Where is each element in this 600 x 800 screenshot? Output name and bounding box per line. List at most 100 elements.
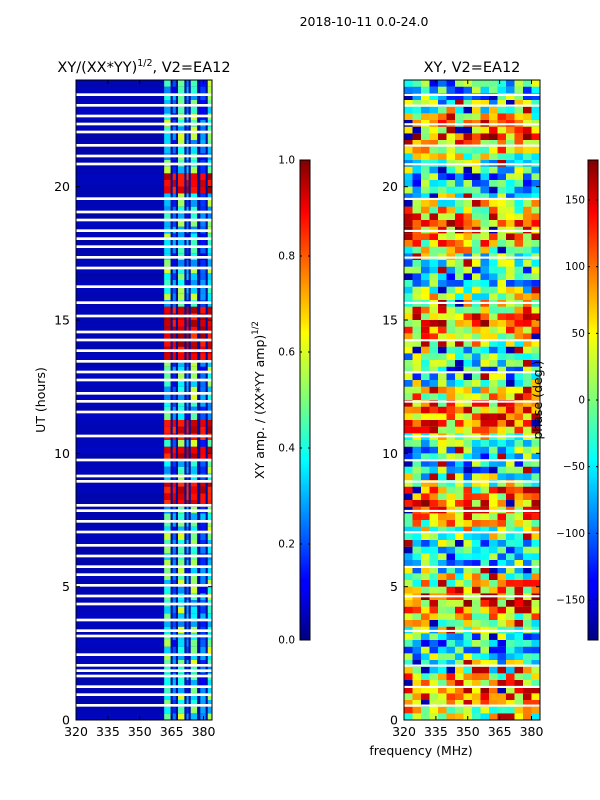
amplitude-cell	[190, 580, 198, 587]
amplitude-cell	[200, 80, 206, 87]
phase-cell	[489, 680, 498, 687]
amplitude-cell	[164, 513, 171, 520]
amplitude-cell	[200, 606, 206, 614]
phase-cell	[429, 553, 438, 560]
amplitude-cell	[172, 213, 176, 220]
phase-cell	[489, 146, 498, 154]
phase-cell	[523, 613, 532, 620]
amplitude-cell	[178, 460, 185, 467]
amplitude-cell	[200, 480, 206, 487]
amplitude-background-row	[76, 360, 164, 367]
phase-cell	[531, 566, 540, 574]
phase-cell	[455, 480, 464, 487]
phase-cell	[463, 440, 472, 447]
amplitude-flagged-row	[76, 602, 212, 606]
phase-cell	[514, 453, 523, 460]
phase-cell	[455, 573, 464, 580]
amplitude-cell	[186, 480, 189, 487]
phase-cell	[489, 466, 498, 474]
phase-cell	[523, 180, 532, 187]
phase-cell	[446, 353, 455, 360]
amplitude-cell	[186, 493, 189, 500]
phase-cell	[404, 266, 413, 274]
phase-cell	[438, 666, 447, 674]
amplitude-cell	[200, 700, 206, 707]
amplitude-cell	[207, 460, 212, 467]
amplitude-cell	[186, 280, 189, 287]
amplitude-cell	[172, 273, 176, 280]
phase-cell	[412, 493, 421, 500]
phase-cell	[455, 393, 464, 400]
amplitude-background-row	[76, 526, 164, 534]
phase-cell	[531, 100, 540, 107]
phase-cell	[446, 293, 455, 300]
phase-cell	[531, 86, 540, 94]
phase-cell	[455, 526, 464, 534]
phase-cell	[421, 586, 430, 594]
phase-cell	[455, 306, 464, 314]
phase-cell	[472, 286, 481, 294]
phase-cell	[429, 500, 438, 507]
phase-cell	[412, 566, 421, 574]
phase-cell	[412, 380, 421, 387]
phase-cell	[514, 633, 523, 640]
amplitude-cell	[190, 520, 198, 527]
phase-cell	[514, 673, 523, 680]
phase-cell	[438, 173, 447, 180]
amplitude-cell	[164, 106, 171, 114]
phase-cell	[438, 413, 447, 420]
phase-cell	[455, 633, 464, 640]
phase-cell	[412, 540, 421, 547]
phase-cell	[438, 146, 447, 154]
phase-cell	[404, 653, 413, 660]
phase-cell	[446, 373, 455, 380]
phase-flagged-row	[404, 664, 540, 667]
phase-cell	[480, 100, 489, 107]
amplitude-cell	[178, 366, 185, 374]
amplitude-cell	[172, 280, 176, 287]
phase-cell	[421, 446, 430, 454]
phase-cell	[489, 173, 498, 180]
amplitude-cell	[178, 186, 185, 194]
phase-cell	[531, 106, 540, 114]
amplitude-cell	[186, 466, 189, 474]
phase-cell	[438, 453, 447, 460]
phase-cell	[438, 153, 447, 160]
phase-cell	[412, 126, 421, 134]
amplitude-cell	[178, 260, 185, 267]
amplitude-cell	[200, 126, 206, 134]
amplitude-background-row	[76, 273, 164, 280]
phase-flagged-row	[404, 629, 540, 632]
phase-cell	[506, 660, 515, 667]
amplitude-cell	[178, 480, 185, 487]
phase-cell	[421, 286, 430, 294]
phase-cell	[480, 500, 489, 507]
amplitude-cell	[190, 80, 198, 87]
phase-cell	[455, 613, 464, 620]
amplitude-cell	[207, 166, 212, 174]
phase-cell	[472, 700, 481, 707]
phase-cell	[506, 620, 515, 627]
phase-cell	[438, 573, 447, 580]
phase-cell	[523, 133, 532, 140]
phase-cell	[514, 393, 523, 400]
phase-cell	[404, 93, 413, 100]
amplitude-cell	[207, 326, 212, 334]
amplitude-cell	[200, 460, 206, 467]
phase-cell	[514, 400, 523, 407]
amplitude-cell	[164, 400, 171, 407]
phase-cell	[514, 646, 523, 654]
phase-cell	[455, 693, 464, 700]
phase-cell	[412, 200, 421, 207]
phase-cell	[421, 266, 430, 274]
phase-cell	[412, 266, 421, 274]
amplitude-cell	[172, 533, 176, 540]
phase-cell	[531, 533, 540, 540]
phase-cell	[412, 320, 421, 327]
phase-cell	[489, 346, 498, 354]
amplitude-cell	[178, 640, 185, 647]
amplitude-cell	[164, 480, 171, 487]
phase-cell	[429, 546, 438, 554]
phase-flagged-row	[404, 197, 540, 200]
phase-cell	[421, 240, 430, 247]
